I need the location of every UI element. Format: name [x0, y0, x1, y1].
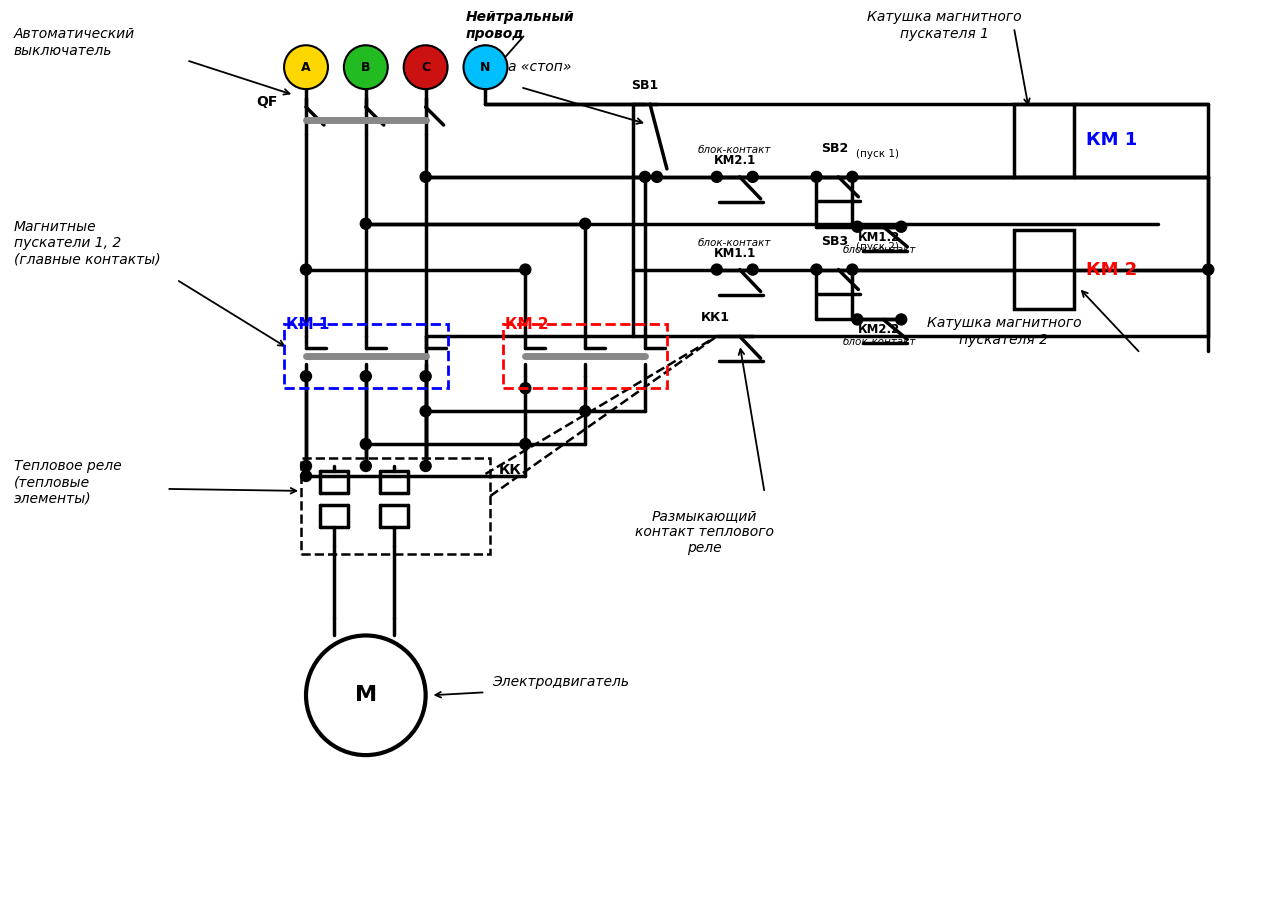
Bar: [283, 324, 447, 389]
Circle shape: [420, 405, 432, 416]
Text: КМ2.1: КМ2.1: [714, 154, 756, 167]
Text: блок-контакт: блок-контакт: [699, 238, 771, 248]
Text: M: M: [355, 685, 377, 705]
Circle shape: [895, 221, 907, 232]
Text: QF: QF: [257, 95, 278, 109]
Circle shape: [360, 218, 372, 229]
Text: блок-контакт: блок-контакт: [843, 245, 916, 254]
Text: C: C: [421, 61, 430, 74]
Text: КК: КК: [498, 463, 521, 477]
Text: Нейтральный
провод: Нейтральный провод: [466, 10, 575, 41]
Bar: [301, 458, 490, 554]
Text: SB2: SB2: [821, 142, 848, 155]
Bar: [1014, 104, 1074, 177]
Bar: [1014, 229, 1074, 309]
Text: Автоматический
выключатель: Автоматический выключатель: [14, 28, 135, 57]
Circle shape: [420, 460, 432, 472]
Circle shape: [300, 460, 312, 472]
Circle shape: [852, 314, 863, 325]
Text: (пуск 1): (пуск 1): [857, 149, 899, 159]
Circle shape: [520, 383, 531, 393]
Circle shape: [420, 171, 432, 182]
Circle shape: [300, 264, 312, 275]
Text: Катушка магнитного
пускателя 1: Катушка магнитного пускателя 1: [867, 10, 1022, 41]
Circle shape: [651, 171, 663, 182]
Circle shape: [580, 218, 591, 229]
Circle shape: [747, 264, 759, 275]
Circle shape: [283, 45, 328, 89]
Text: B: B: [361, 61, 370, 74]
Circle shape: [306, 635, 425, 755]
Circle shape: [711, 171, 723, 182]
Circle shape: [847, 171, 858, 182]
Text: Катушка магнитного
пускателя 2: Катушка магнитного пускателя 2: [927, 317, 1082, 346]
Circle shape: [811, 264, 822, 275]
Text: КМ1.1: КМ1.1: [714, 247, 756, 260]
Circle shape: [640, 171, 650, 182]
Circle shape: [360, 371, 372, 381]
Text: КМ1.2: КМ1.2: [858, 230, 900, 244]
Bar: [503, 324, 667, 389]
Circle shape: [404, 45, 447, 89]
Text: блок-контакт: блок-контакт: [843, 337, 916, 347]
Circle shape: [852, 221, 863, 232]
Circle shape: [711, 264, 723, 275]
Circle shape: [300, 471, 312, 482]
Text: КМ 1: КМ 1: [1085, 132, 1137, 149]
Circle shape: [1203, 264, 1213, 275]
Text: Кнопка «стоп»: Кнопка «стоп»: [462, 60, 571, 75]
Text: КМ 1: КМ 1: [286, 318, 329, 332]
Text: блок-контакт: блок-контакт: [699, 145, 771, 155]
Text: КМ 2: КМ 2: [506, 318, 549, 332]
Text: КК1: КК1: [701, 311, 729, 324]
Circle shape: [300, 371, 312, 381]
Text: N: N: [480, 61, 490, 74]
Circle shape: [344, 45, 388, 89]
Text: КМ2.2: КМ2.2: [858, 323, 900, 336]
Circle shape: [360, 438, 372, 449]
Text: (пуск 2): (пуск 2): [857, 241, 899, 251]
Text: Электродвигатель: Электродвигатель: [493, 675, 630, 689]
Circle shape: [811, 171, 822, 182]
Text: SB3: SB3: [821, 235, 848, 248]
Circle shape: [464, 45, 507, 89]
Circle shape: [895, 314, 907, 325]
Text: Магнитные
пускатели 1, 2
(главные контакты): Магнитные пускатели 1, 2 (главные контак…: [14, 220, 161, 266]
Circle shape: [520, 264, 531, 275]
Circle shape: [580, 405, 591, 416]
Circle shape: [747, 171, 759, 182]
Text: КМ 2: КМ 2: [1085, 261, 1137, 278]
Text: SB1: SB1: [631, 79, 659, 92]
Text: A: A: [301, 61, 310, 74]
Text: Тепловое реле
(тепловые
элементы): Тепловое реле (тепловые элементы): [14, 459, 121, 506]
Text: Размыкающий
контакт теплового
реле: Размыкающий контакт теплового реле: [635, 509, 774, 555]
Circle shape: [420, 371, 432, 381]
Circle shape: [520, 438, 531, 449]
Circle shape: [847, 264, 858, 275]
Circle shape: [360, 460, 372, 472]
